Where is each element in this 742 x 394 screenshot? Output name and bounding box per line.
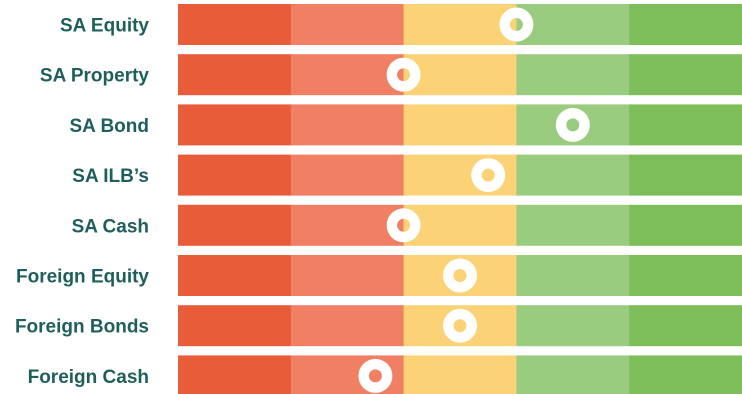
scale-segment [178, 54, 292, 96]
scale-segment [290, 4, 405, 45]
scale-segment [290, 255, 405, 296]
scale-segment [516, 204, 630, 246]
scale-segment [403, 54, 517, 96]
rating-marker-dot-left [509, 18, 517, 31]
row-label: Foreign Equity [16, 267, 149, 288]
row-label: SA Equity [60, 16, 149, 37]
scale-segment [178, 305, 292, 347]
scale-segment [516, 4, 630, 45]
scale-segment [178, 154, 292, 196]
scale-segment [629, 4, 742, 45]
scale-segment [629, 154, 742, 196]
scale-segment [516, 54, 630, 96]
scale-segment [516, 255, 630, 296]
rating-marker-dot [453, 319, 467, 333]
scale-segment [290, 305, 405, 347]
rating-marker-dot-right [516, 18, 523, 31]
row-label: SA ILB’s [72, 166, 149, 187]
rating-marker-dot [453, 269, 467, 282]
scale-segment [629, 204, 742, 246]
scale-segment [516, 154, 630, 196]
scale-segment [178, 255, 292, 296]
scale-segment [629, 54, 742, 96]
scale-segment [178, 4, 292, 45]
scale-segment [290, 54, 405, 96]
row-label: Foreign Bonds [15, 317, 149, 338]
scale-segment [290, 204, 405, 246]
row-label: SA Bond [69, 116, 149, 137]
row-label: Foreign Cash [28, 367, 149, 388]
row-label: SA Property [40, 66, 150, 87]
scale-segment [629, 255, 742, 296]
scale-segment [403, 355, 517, 394]
scale-segment [629, 355, 742, 394]
rating-marker-dot [566, 118, 580, 132]
row-label: SA Cash [72, 216, 149, 237]
scale-segment [290, 104, 405, 146]
scale-segment [403, 4, 517, 45]
scale-segment [629, 305, 742, 347]
scale-segment [403, 104, 517, 146]
scale-segment [290, 154, 405, 196]
scale-segment [178, 355, 292, 394]
rating-marker-dot-right [403, 218, 411, 232]
scale-segment [516, 305, 630, 347]
scale-segment [629, 104, 742, 146]
rating-marker-dot-left [397, 218, 404, 232]
rating-marker-dot-left [397, 68, 404, 82]
rating-marker-dot [368, 369, 382, 383]
scale-segment [516, 355, 630, 394]
scale-segment [178, 204, 292, 246]
scale-segment [178, 104, 292, 146]
rating-marker-dot-right [403, 68, 411, 82]
rating-marker-dot [481, 168, 495, 182]
scale-segment [403, 204, 517, 246]
